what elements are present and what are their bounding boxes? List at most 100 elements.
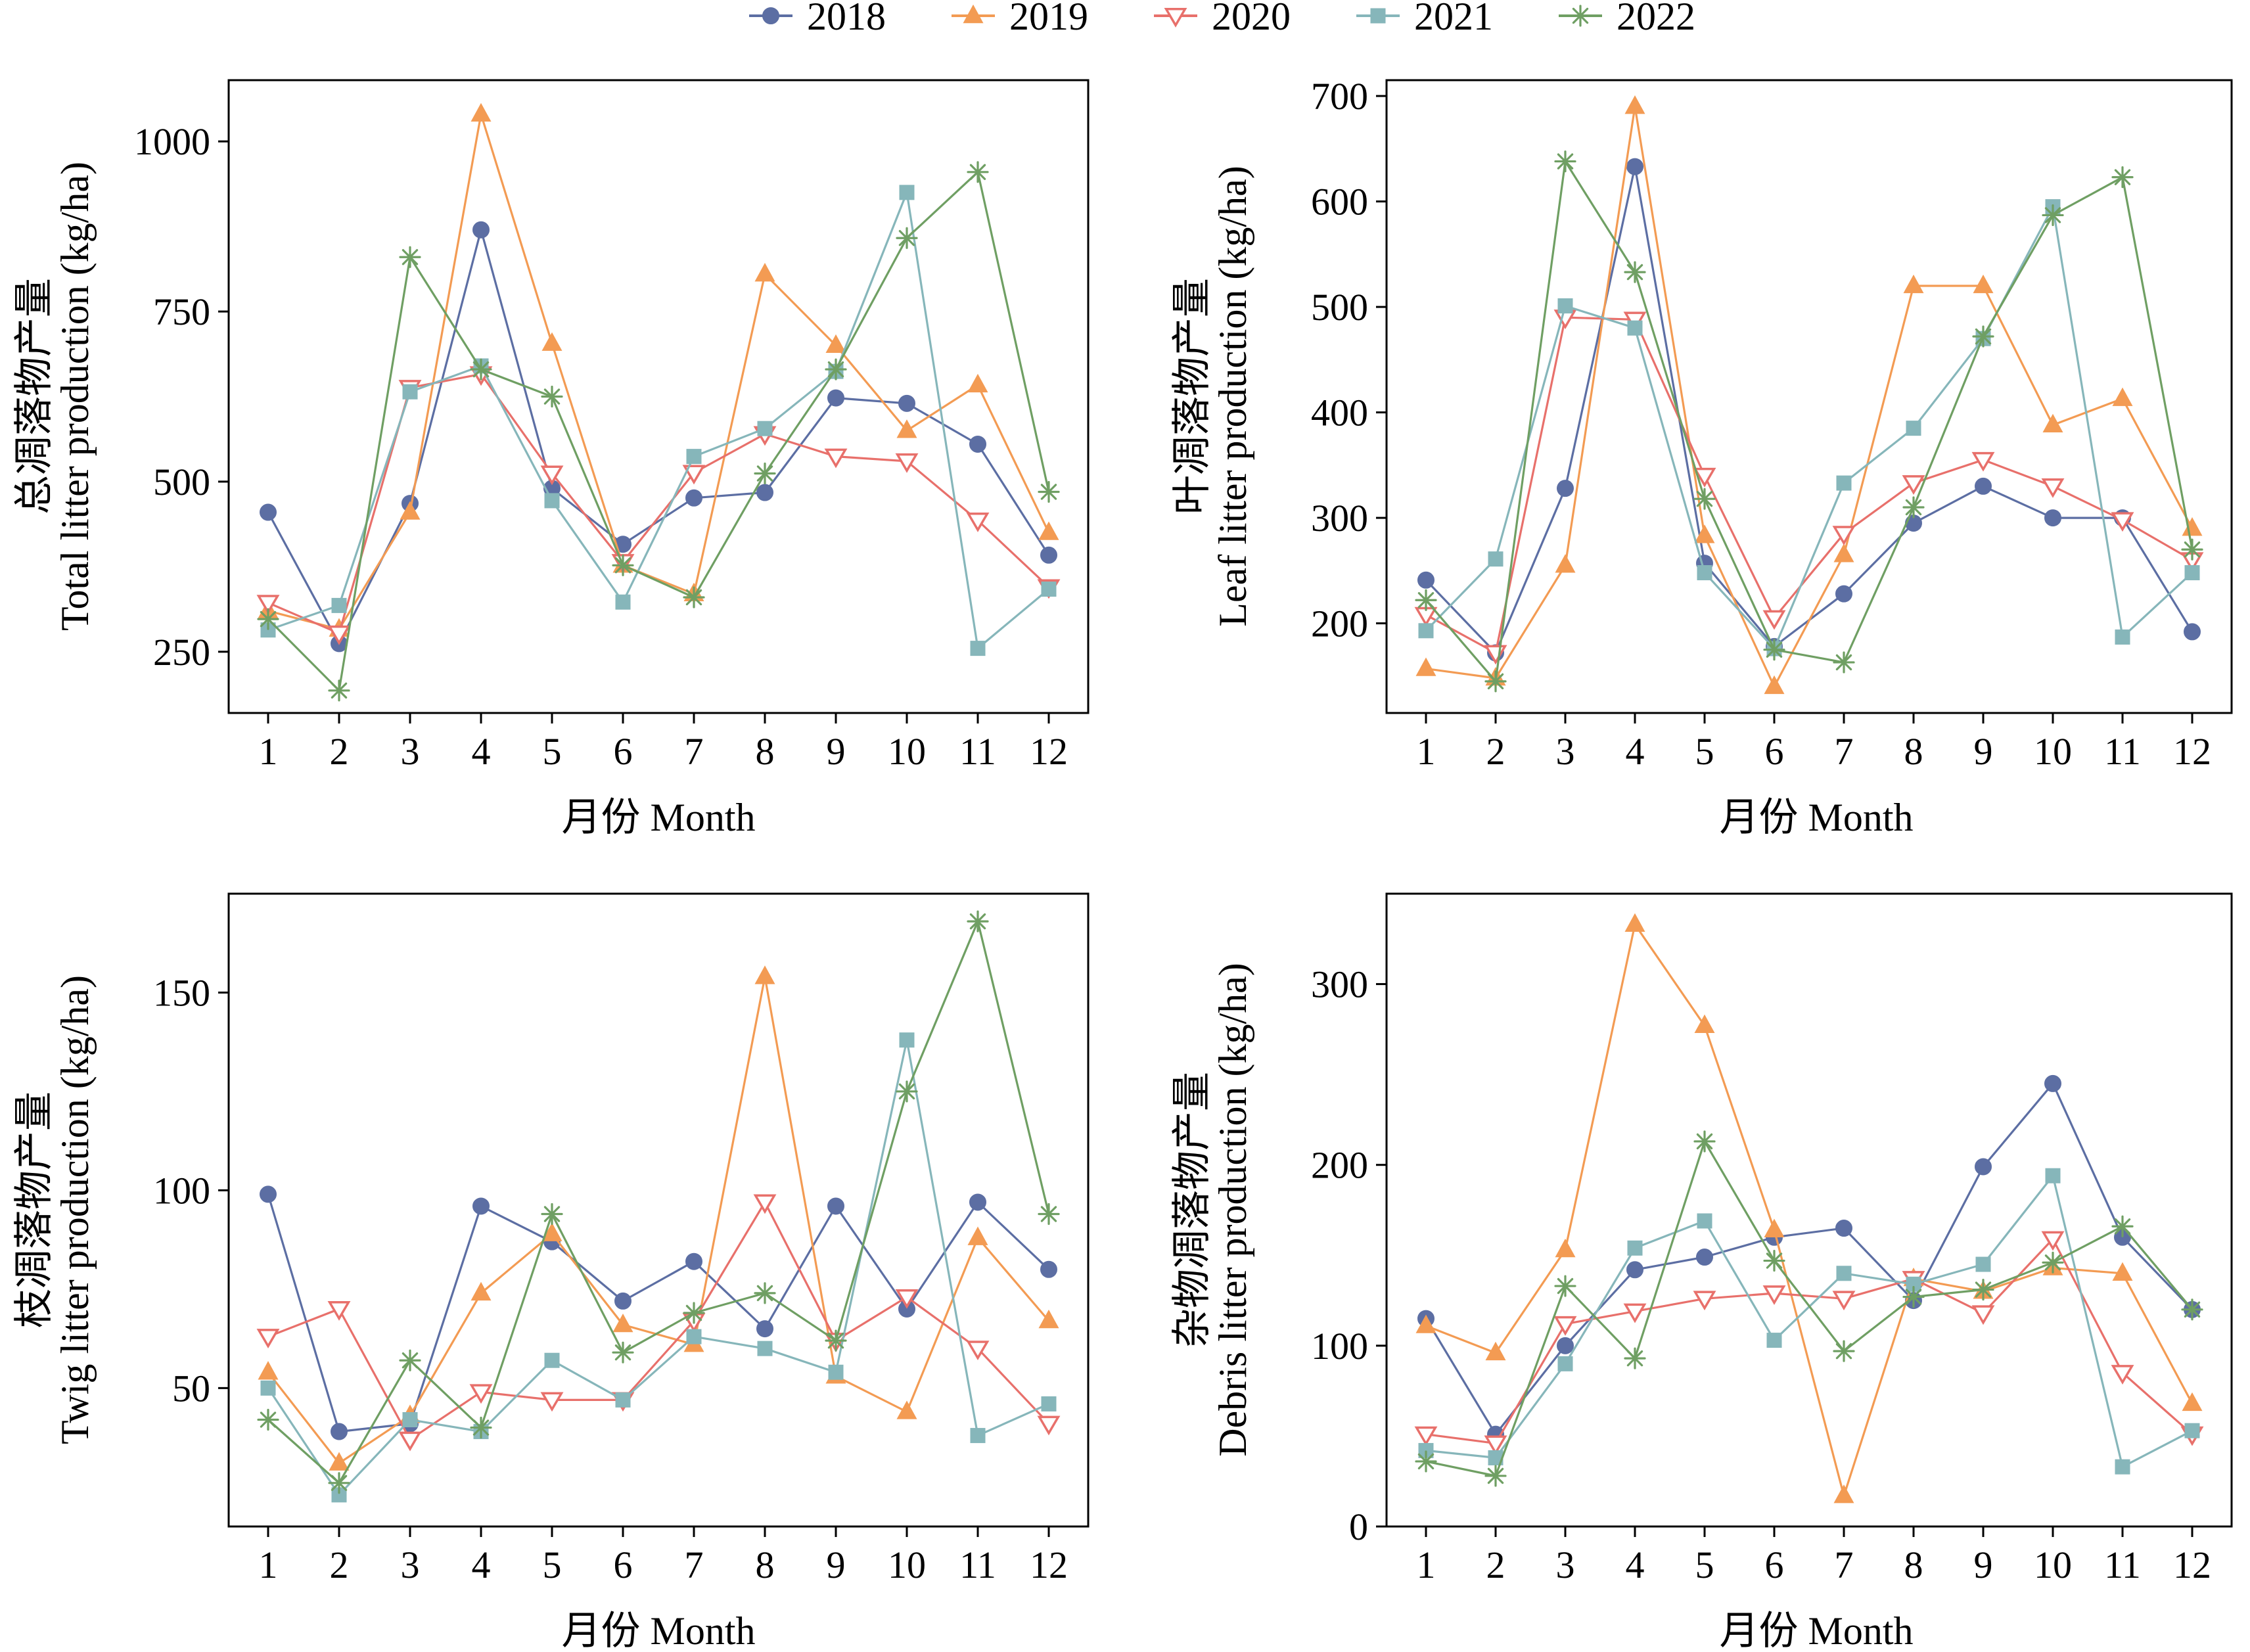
series-2019 <box>258 103 1059 637</box>
data-point-2021-m4 <box>1627 320 1643 336</box>
data-point-2022-m5 <box>1693 1130 1716 1153</box>
legend-marker-2019 <box>963 4 984 24</box>
y-tick-label: 600 <box>1311 181 1368 223</box>
data-point-2018-m1 <box>260 1185 277 1203</box>
legend-marker-2022-shape <box>1569 5 1592 27</box>
plot-frame <box>1385 79 2233 714</box>
y-axis-title-cn: 杂物凋落物产量 <box>1170 1072 1214 1348</box>
series-2021 <box>1418 1168 2200 1475</box>
data-point-2021-m11 <box>970 641 986 656</box>
data-point-2021-m11 <box>2115 1459 2130 1475</box>
x-tick-label: 9 <box>827 730 846 773</box>
data-point-2019-m12 <box>1038 521 1059 540</box>
data-point-2020-m5 <box>540 1392 564 1412</box>
data-point-2021-m12 <box>2184 565 2200 581</box>
y-tick-label: 200 <box>1311 603 1368 645</box>
y-tick-label: 0 <box>1349 1505 1368 1548</box>
data-point-2019-m4 <box>471 103 492 122</box>
legend-label-2021: 2021 <box>1414 0 1493 38</box>
data-point-2019-m8 <box>1903 274 1924 294</box>
legend-marker-2021-shape <box>1370 8 1386 24</box>
data-point-2019-m3 <box>400 501 421 520</box>
data-point-2020-m5 <box>1693 467 1716 488</box>
y-tick-label: 500 <box>153 461 210 503</box>
data-point-2018-m4 <box>472 1197 490 1215</box>
x-tick-label: 3 <box>1556 730 1575 773</box>
data-point-2019-m7 <box>1833 543 1854 562</box>
x-tick-label: 2 <box>1486 730 1505 773</box>
data-point-2018-m1 <box>1417 571 1435 589</box>
legend-label-2020: 2020 <box>1212 0 1291 38</box>
data-point-2018-m12 <box>1040 546 1057 564</box>
x-tick-label: 2 <box>330 1544 349 1586</box>
series-2022 <box>257 161 1060 702</box>
data-point-2018-m9 <box>1975 477 1992 495</box>
data-point-2022-m3 <box>1554 150 1576 173</box>
data-point-2022-m6 <box>1763 639 1785 661</box>
data-point-2019-m4 <box>471 1281 492 1301</box>
y-axis-title-cn: 总凋落物产量 <box>12 278 56 515</box>
series-2021 <box>260 1032 1057 1503</box>
x-tick-label: 9 <box>827 1544 846 1586</box>
x-tick-label: 7 <box>1835 1544 1854 1586</box>
data-point-2018-m12 <box>2184 623 2201 641</box>
y-tick-label: 100 <box>1311 1325 1368 1367</box>
y-axis-title-cn: 叶凋落物产量 <box>1170 278 1214 515</box>
x-tick-label: 1 <box>259 730 278 773</box>
x-axis: 1 2 3 4 5 6 7 8 9 10 11 12 <box>259 1526 1068 1586</box>
plot-frame <box>227 79 1090 714</box>
x-tick-label: 3 <box>1556 1544 1575 1586</box>
x-tick-label: 1 <box>1417 730 1436 773</box>
y-tick-label: 700 <box>1311 75 1368 118</box>
data-point-2019-m11 <box>967 1226 988 1245</box>
data-point-2022-m8 <box>1902 496 1925 518</box>
x-axis: 1 2 3 4 5 6 7 8 9 10 11 12 <box>259 713 1068 773</box>
x-axis: 1 2 3 4 5 6 7 8 9 10 11 12 <box>1417 713 2211 773</box>
series-line-2018 <box>267 1193 1050 1433</box>
data-point-2020-m8 <box>753 1194 777 1214</box>
x-tick-label: 5 <box>1695 1544 1714 1586</box>
series-2018 <box>1417 158 2201 662</box>
data-point-2022-m4 <box>1624 261 1646 283</box>
y-axis-title-en: Debris litter production (kg/ha) <box>1211 963 1254 1456</box>
data-point-2021-m3 <box>402 384 418 400</box>
y-tick-label: 200 <box>1311 1144 1368 1187</box>
x-tick-label: 1 <box>1417 1544 1436 1586</box>
series-line-2018 <box>1425 1082 2193 1436</box>
data-point-2022-m3 <box>1554 1275 1576 1297</box>
series-line-2019 <box>267 975 1050 1465</box>
data-point-2020-m8 <box>1902 475 1925 495</box>
series-2018 <box>1417 1074 2201 1443</box>
x-tick-label: 2 <box>330 730 349 773</box>
data-point-2020-m6 <box>1762 610 1786 630</box>
data-point-2022-m7 <box>1833 651 1855 674</box>
data-point-2021-m3 <box>1557 1356 1573 1371</box>
data-point-2018-m10 <box>2044 509 2061 527</box>
legend-label-2022: 2022 <box>1617 0 1695 38</box>
y-tick-label: 500 <box>1311 286 1368 329</box>
y-axis: 0 100 200 300 <box>1311 963 1387 1548</box>
data-point-2021-m6 <box>615 1392 631 1408</box>
data-point-2019-m1 <box>258 1361 279 1380</box>
x-tick-label: 12 <box>1030 730 1068 773</box>
series-line-2018 <box>1425 166 2193 654</box>
data-point-2018-m7 <box>685 489 702 507</box>
x-tick-label: 3 <box>401 1544 420 1586</box>
series-line-2020 <box>267 1201 1050 1441</box>
y-axis-title-cn: 枝凋落物产量 <box>12 1091 56 1328</box>
data-point-2018-m5 <box>1696 1249 1713 1266</box>
x-tick-label: 5 <box>543 1544 562 1586</box>
x-axis-title: 月份 Month <box>561 1609 755 1652</box>
data-point-2022-m9 <box>1972 1278 1994 1301</box>
data-point-2020-m9 <box>1971 1305 1995 1325</box>
x-tick-label: 6 <box>1765 730 1784 773</box>
x-tick-label: 4 <box>472 730 491 773</box>
data-point-2019-m3 <box>1555 1238 1576 1258</box>
data-point-2018-m3 <box>1557 1337 1574 1354</box>
data-point-2021-m11 <box>2115 629 2130 645</box>
data-point-2020-m1 <box>1414 1426 1438 1446</box>
data-point-2019-m5 <box>1694 524 1715 543</box>
data-point-2022-m1 <box>257 1408 279 1431</box>
y-axis-title-en: Twig litter production (kg/ha) <box>53 975 97 1444</box>
